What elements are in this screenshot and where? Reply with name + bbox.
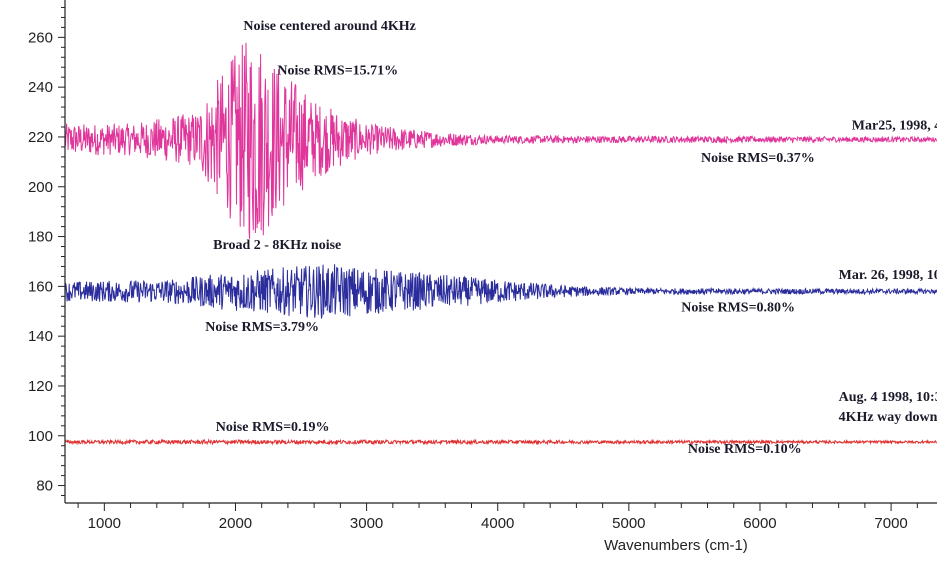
x-tick-label: 7000 (874, 515, 907, 532)
axes-layer (64, 0, 937, 504)
annotation-label: Noise RMS=3.79% (205, 320, 319, 335)
y-tick-label: 240 (28, 79, 53, 96)
annotation-label: Noise RMS=15.71% (277, 64, 398, 79)
x-axis-label: Wavenumbers (cm-1) (604, 537, 748, 554)
y-tick-label: 80 (36, 478, 53, 495)
y-tick-label: 120 (28, 378, 53, 395)
annotation-label: Noise RMS=0.37% (701, 151, 815, 166)
series-layer (64, 42, 937, 446)
x-tick-label: 4000 (481, 515, 514, 532)
y-tick-label: 160 (28, 278, 53, 295)
y-tick-label: 260 (28, 29, 53, 46)
x-tick-label: 5000 (612, 515, 645, 532)
y-tick-label: 100 (28, 428, 53, 445)
annotation-label: Noise RMS=0.19% (216, 420, 330, 435)
y-tick-label: 200 (28, 179, 53, 196)
ticks-layer: 80 100 120 140 160 180 200 220 240 260 1000 2000 300… (28, 6, 918, 532)
y-tick-label: 180 (28, 229, 53, 246)
series-line-2 (64, 264, 937, 319)
annotation-label: 4KHz way down, some i (839, 410, 937, 425)
annotation-label: Noise centered around 4KHz (243, 19, 416, 34)
x-tick-label: 1000 (88, 515, 121, 532)
annotation-label: Mar. 26, 1998, 10:38am (839, 268, 937, 283)
x-tick-label: 2000 (219, 515, 252, 532)
annotation-label: Mar25, 1998, 4:53pm (852, 118, 937, 133)
annotation-label: Broad 2 - 8KHz noise (213, 238, 341, 253)
annotation-label: Aug. 4 1998, 10:30am, n (839, 390, 937, 405)
y-tick-label: 140 (28, 328, 53, 345)
annotation-label: Noise RMS=0.80% (681, 300, 795, 315)
annotation-label: Noise RMS=0.10% (688, 442, 802, 457)
y-tick-label: 220 (28, 129, 53, 146)
annotations-layer: Noise centered around 4KHz Noise RMS=15.7… (205, 19, 937, 457)
x-tick-label: 3000 (350, 515, 383, 532)
x-tick-label: 6000 (743, 515, 776, 532)
series-line-3 (64, 438, 937, 446)
series-line-1 (64, 42, 937, 239)
